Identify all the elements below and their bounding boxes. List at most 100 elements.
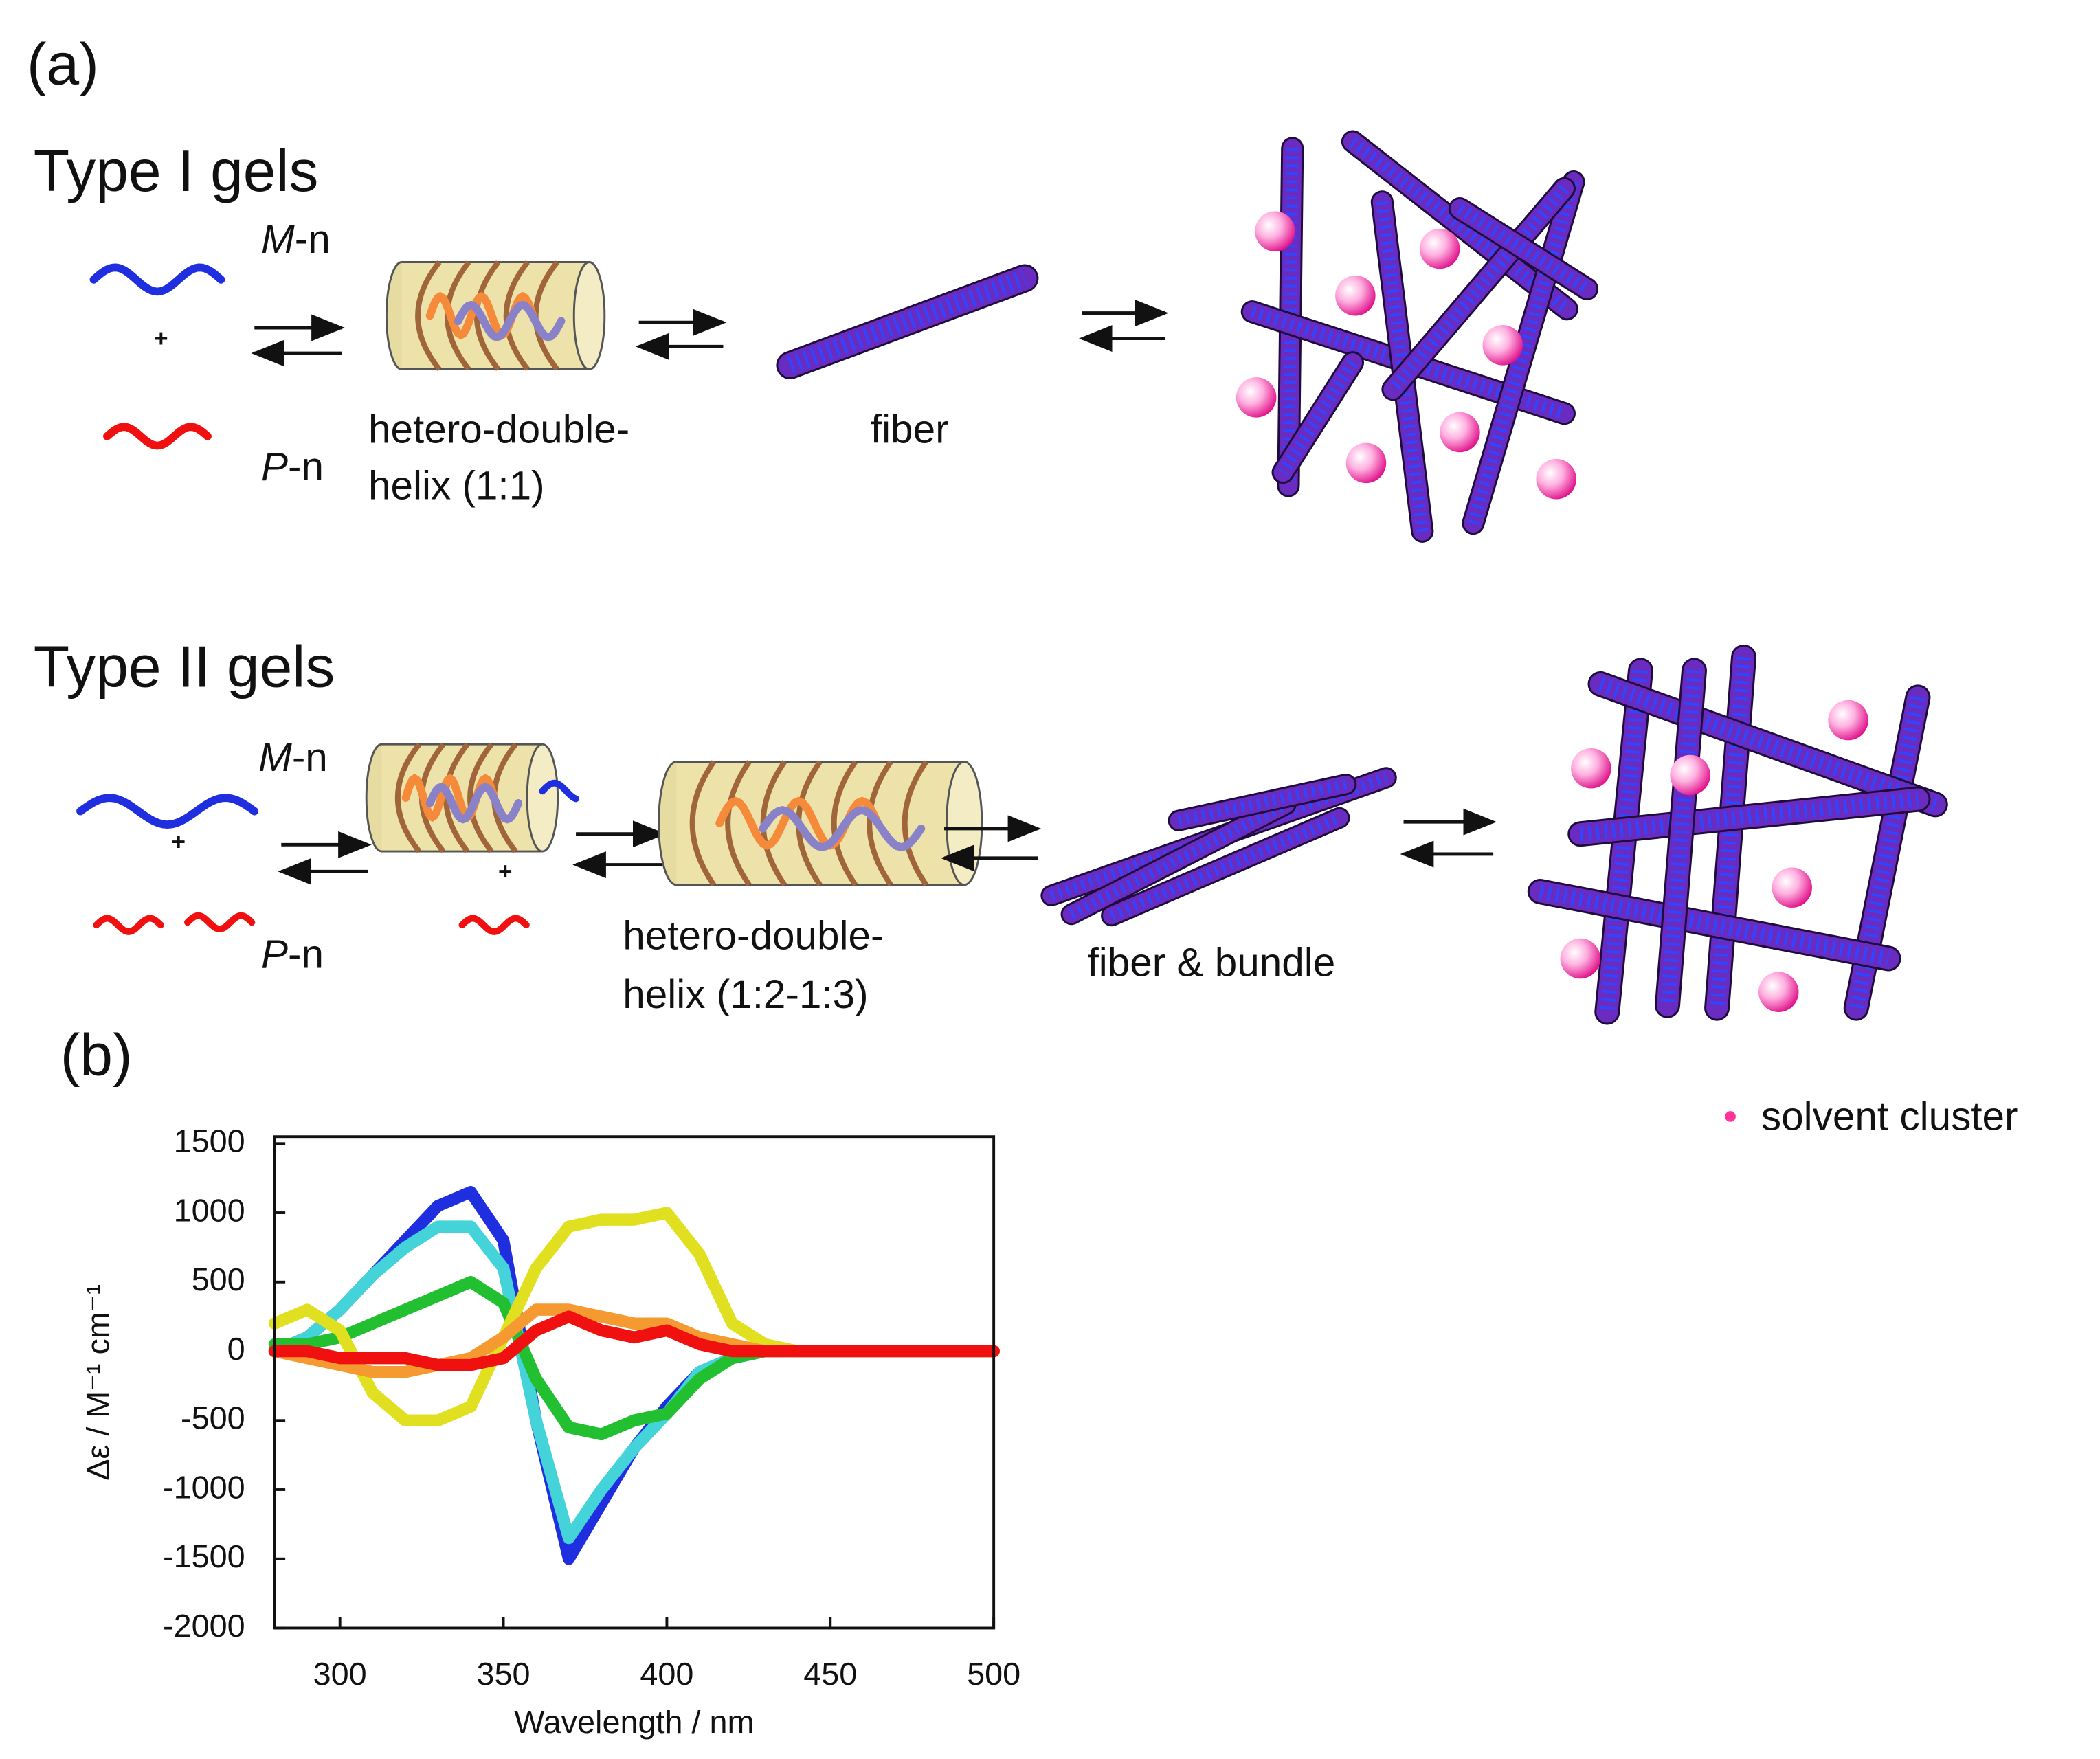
label-part: P bbox=[261, 932, 288, 977]
y-tick-label: -1000 bbox=[163, 1469, 245, 1505]
label-part: P bbox=[261, 445, 288, 489]
chart: -2000 -1500 -1000 -500 0 500 1000 1500 300 350 400… bbox=[80, 1123, 1021, 1740]
helix-turn bbox=[415, 260, 442, 371]
rod bbox=[1349, 137, 1571, 314]
rod bbox=[1539, 884, 1890, 966]
label-part: -n bbox=[292, 735, 328, 780]
solvent-sphere bbox=[1335, 276, 1376, 316]
panel-label: (b) bbox=[60, 1022, 133, 1088]
rod bbox=[1598, 677, 1938, 811]
y-tick-label: -500 bbox=[181, 1400, 245, 1436]
label-part: M bbox=[258, 735, 292, 780]
series-line bbox=[268, 1220, 1000, 1545]
rod bbox=[1709, 656, 1752, 1009]
y-tick-label: 1000 bbox=[174, 1192, 245, 1228]
rod bbox=[1383, 179, 1574, 399]
helix-turn bbox=[394, 742, 422, 853]
label: M-n bbox=[258, 735, 328, 780]
caption: hetero-double- bbox=[623, 913, 884, 958]
rod bbox=[1062, 796, 1295, 923]
strand bbox=[103, 423, 212, 450]
caption: hetero-double- bbox=[368, 407, 629, 452]
rod bbox=[787, 270, 1028, 374]
strand bbox=[454, 300, 566, 341]
section-title: Type II gels bbox=[34, 634, 335, 699]
plot-frame bbox=[273, 1135, 996, 1630]
strand bbox=[425, 783, 523, 824]
solvent-sphere bbox=[1571, 748, 1611, 789]
label: P-n bbox=[261, 445, 324, 489]
rod bbox=[1109, 813, 1342, 921]
rod bbox=[1600, 669, 1649, 1013]
cylinder bbox=[572, 261, 606, 370]
y-tick-label: -1500 bbox=[163, 1538, 245, 1574]
rod bbox=[1656, 660, 1706, 1016]
rod bbox=[1467, 180, 1580, 526]
solvent-sphere bbox=[1772, 867, 1812, 908]
caption: fiber & bundle bbox=[1088, 940, 1336, 985]
x-axis-label: Wavelength / nm bbox=[514, 1704, 754, 1740]
cylinder bbox=[526, 743, 559, 853]
strand bbox=[76, 794, 259, 829]
rod bbox=[1277, 359, 1358, 476]
legend-dot bbox=[1725, 1111, 1736, 1122]
x-tick-label: 300 bbox=[313, 1656, 367, 1692]
y-tick-label: 0 bbox=[227, 1331, 245, 1367]
solvent-sphere bbox=[1440, 412, 1480, 453]
helix-turn bbox=[503, 260, 530, 371]
y-tick-label: 500 bbox=[192, 1262, 245, 1297]
x-tick-label: 400 bbox=[640, 1656, 693, 1692]
rod bbox=[1579, 792, 1919, 842]
x-tick-label: 450 bbox=[803, 1656, 857, 1692]
rod bbox=[1170, 775, 1355, 829]
strand bbox=[539, 779, 579, 803]
caption: helix (1:2-1:3) bbox=[623, 972, 868, 1017]
label-part: -n bbox=[295, 217, 331, 262]
label-part: -n bbox=[288, 445, 324, 489]
caption: fiber bbox=[871, 407, 949, 452]
plus: + bbox=[154, 325, 168, 352]
strand bbox=[93, 915, 164, 935]
strand bbox=[183, 912, 256, 933]
rod bbox=[1456, 203, 1591, 294]
solvent-sphere bbox=[1828, 699, 1868, 741]
plus: + bbox=[498, 858, 513, 885]
x-tick-label: 500 bbox=[967, 1656, 1020, 1692]
solvent-sphere bbox=[1670, 754, 1710, 796]
label: M-n bbox=[261, 217, 331, 262]
plus: + bbox=[171, 829, 186, 855]
solvent-sphere bbox=[1255, 211, 1295, 251]
strand bbox=[458, 915, 530, 935]
solvent-sphere bbox=[1482, 325, 1523, 366]
x-tick-label: 350 bbox=[477, 1656, 530, 1692]
y-tick-label: 1500 bbox=[174, 1123, 245, 1159]
helix-turn bbox=[867, 760, 893, 887]
solvent-sphere bbox=[1236, 377, 1277, 418]
helix-turn bbox=[831, 760, 858, 887]
strand bbox=[89, 263, 225, 296]
y-axis-label: Δε / M⁻¹ cm⁻¹ bbox=[80, 1284, 116, 1481]
label-part: -n bbox=[288, 932, 324, 977]
panel-label: (a) bbox=[27, 31, 99, 97]
label: P-n bbox=[261, 932, 324, 977]
solvent-sphere bbox=[1560, 938, 1601, 979]
helix-turn bbox=[467, 742, 494, 853]
solvent-sphere bbox=[1419, 228, 1460, 269]
series-line bbox=[268, 1310, 1000, 1371]
strand bbox=[759, 806, 926, 851]
solvent-sphere bbox=[1345, 442, 1387, 484]
section-title: Type I gels bbox=[34, 138, 319, 204]
solvent-sphere bbox=[1758, 972, 1799, 1012]
y-tick-label: -2000 bbox=[163, 1608, 245, 1644]
helix-turn bbox=[689, 760, 717, 887]
legend-text: solvent cluster bbox=[1761, 1094, 2018, 1139]
cylinder bbox=[946, 761, 983, 886]
helix-turn bbox=[725, 760, 752, 887]
helix-turn bbox=[902, 760, 929, 887]
rod bbox=[778, 266, 1037, 378]
caption: helix (1:1) bbox=[368, 463, 545, 508]
solvent-sphere bbox=[1536, 459, 1576, 500]
illustrations bbox=[76, 130, 1948, 1025]
